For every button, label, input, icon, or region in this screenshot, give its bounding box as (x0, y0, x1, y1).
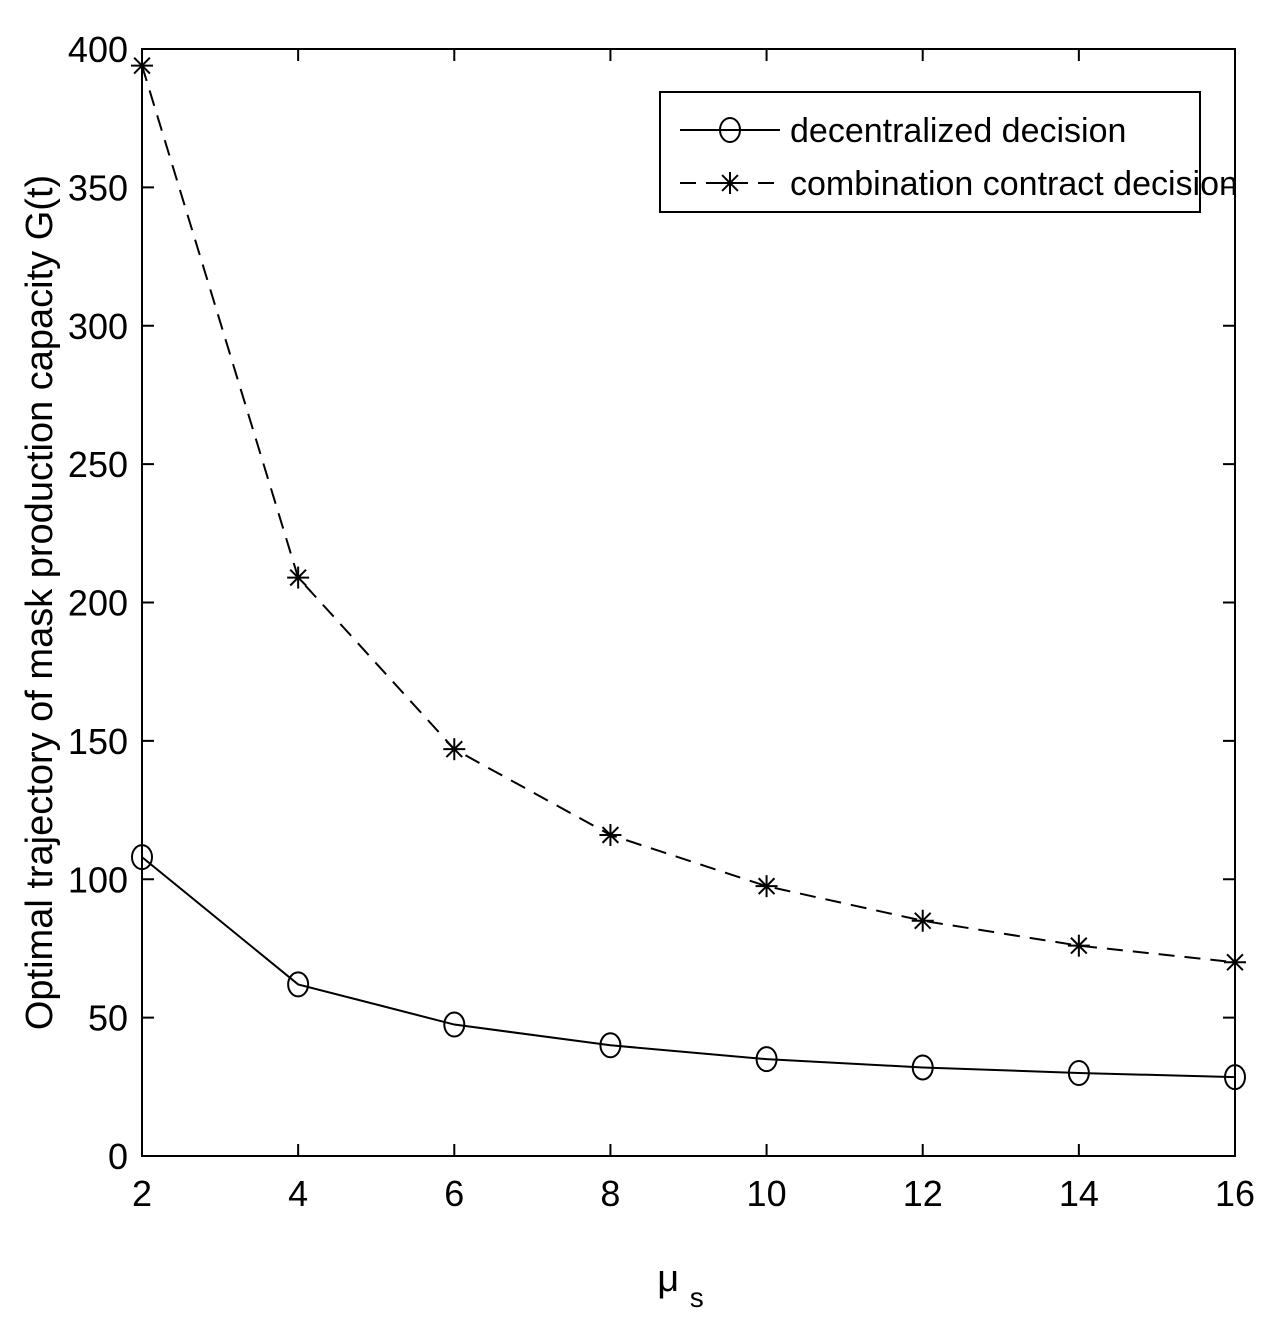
data-point-circle (131, 844, 153, 871)
legend-label: decentralized decision (790, 112, 1126, 150)
y-tick-label: 100 (68, 859, 128, 900)
asterisk-stroke (601, 826, 620, 844)
data-point-circle (755, 1046, 778, 1073)
x-tick-label: 6 (444, 1173, 464, 1214)
data-point-asterisk (443, 738, 466, 761)
x-tick-label: 8 (600, 1173, 620, 1214)
series-line (141, 65, 1236, 964)
axis-ticks: 2 4 6 8 10 12 14 16 0 50 100 150 200 250 300 350 400 (68, 29, 1255, 1214)
y-tick-label: 0 (108, 1136, 128, 1177)
asterisk-stroke (1226, 953, 1244, 971)
y-tick-label: 150 (68, 721, 128, 762)
asterisk-stroke (721, 174, 739, 192)
x-axis-label-symbol: μ (657, 1258, 679, 1300)
data-point-circle (911, 1054, 934, 1081)
asterisk-stroke (445, 740, 463, 758)
series-layer (131, 54, 1246, 1091)
data-point-asterisk (755, 875, 778, 898)
legend-marker-circle (719, 117, 741, 143)
asterisk-stroke (914, 912, 932, 930)
y-tick-label: 250 (68, 444, 128, 485)
data-point-asterisk (287, 566, 310, 589)
y-tick-label: 400 (68, 29, 128, 70)
x-tick-label: 10 (747, 1173, 787, 1214)
legend: decentralized decision combination contra… (659, 91, 1238, 213)
asterisk-stroke (289, 568, 307, 587)
data-point-asterisk (911, 909, 934, 932)
asterisk-stroke (133, 56, 151, 75)
data-point-asterisk (599, 823, 622, 846)
data-point-circle (1067, 1059, 1090, 1086)
y-tick-label: 200 (68, 583, 128, 624)
data-point-circle (599, 1032, 622, 1059)
data-point-circle (443, 1011, 466, 1038)
series-1 (131, 54, 1246, 974)
x-tick-label: 12 (903, 1173, 943, 1214)
legend-label: combination contract decision (790, 165, 1238, 203)
x-tick-label: 14 (1059, 1173, 1099, 1214)
data-point-circle (287, 971, 310, 998)
x-axis-label-subscript: s (690, 1282, 704, 1313)
asterisk-stroke (1070, 937, 1088, 955)
y-tick-label: 50 (88, 998, 128, 1039)
legend-box (659, 91, 1201, 213)
data-point-asterisk (1067, 934, 1090, 957)
data-point-asterisk (131, 54, 153, 77)
x-tick-label: 16 (1215, 1173, 1255, 1214)
x-tick-label: 4 (288, 1173, 308, 1214)
asterisk-stroke (757, 877, 776, 895)
series-line (141, 856, 1236, 1079)
series-0 (131, 844, 1246, 1091)
y-tick-label: 300 (68, 306, 128, 347)
y-axis-label: Optimal trajectory of mask production ca… (19, 175, 61, 1030)
data-point-circle (1224, 1064, 1246, 1091)
legend-marker-asterisk (719, 172, 741, 194)
data-point-asterisk (1224, 951, 1246, 974)
y-tick-label: 350 (68, 167, 128, 208)
x-axis-label: μ s (657, 1258, 703, 1313)
x-tick-label: 2 (132, 1173, 152, 1214)
